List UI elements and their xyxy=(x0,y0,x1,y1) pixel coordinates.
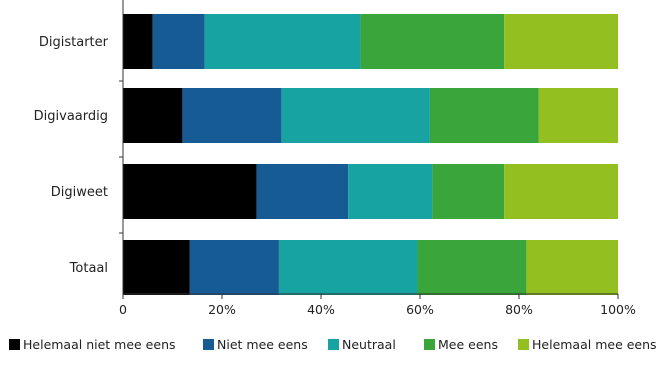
bar-segment xyxy=(189,240,279,295)
legend-swatch xyxy=(9,339,20,350)
x-axis: 0 20% 40% 60% 80% 100% xyxy=(119,0,636,317)
legend-item: Neutraal xyxy=(328,337,396,352)
x-tick-label: 0 xyxy=(119,302,127,317)
bar-segment xyxy=(256,164,349,219)
bars-group xyxy=(123,14,618,295)
legend-label: Niet mee eens xyxy=(217,337,308,352)
bar-segment xyxy=(417,240,527,295)
bar-segment xyxy=(152,14,205,69)
legend-label: Neutraal xyxy=(342,337,396,352)
bar-segment xyxy=(123,88,183,143)
x-tick-label: 100% xyxy=(600,302,636,317)
bar-segment xyxy=(360,14,505,69)
legend-swatch xyxy=(328,339,339,350)
legend-label: Mee eens xyxy=(438,337,498,352)
x-tick-label: 80% xyxy=(505,302,533,317)
legend-item: Mee eens xyxy=(424,337,498,352)
bar-segment xyxy=(432,164,505,219)
bar-segment xyxy=(278,240,418,295)
legend-item: Helemaal mee eens xyxy=(518,337,657,352)
bar-segment xyxy=(123,164,257,219)
bar-segment xyxy=(123,14,153,69)
legend-label: Helemaal mee eens xyxy=(532,337,657,352)
legend-item: Helemaal niet mee eens xyxy=(9,337,176,352)
legend-swatch xyxy=(203,339,214,350)
bar-segment xyxy=(504,164,618,219)
bar-segment xyxy=(123,240,190,295)
bar-segment xyxy=(281,88,430,143)
legend-swatch xyxy=(518,339,529,350)
legend: Helemaal niet mee eens Niet mee eens Neutr… xyxy=(9,337,657,352)
bar-segment xyxy=(504,14,618,69)
category-label: Digiweet xyxy=(51,185,108,200)
bar-segment xyxy=(182,88,282,143)
x-tick-label: 20% xyxy=(208,302,236,317)
legend-swatch xyxy=(424,339,435,350)
legend-label: Helemaal niet mee eens xyxy=(23,337,176,352)
legend-item: Niet mee eens xyxy=(203,337,308,352)
bar-segment xyxy=(348,164,433,219)
category-labels: Digistarter Digivaardig Digiweet Totaal xyxy=(34,35,109,276)
x-tick-label: 40% xyxy=(307,302,335,317)
bar-segment xyxy=(526,240,618,295)
bar-segment xyxy=(429,88,539,143)
bar-segment xyxy=(204,14,361,69)
x-tick-label: 60% xyxy=(406,302,434,317)
category-label: Digivaardig xyxy=(34,109,108,124)
bar-segment xyxy=(538,88,618,143)
category-label: Digistarter xyxy=(39,35,109,50)
category-label: Totaal xyxy=(69,261,108,276)
